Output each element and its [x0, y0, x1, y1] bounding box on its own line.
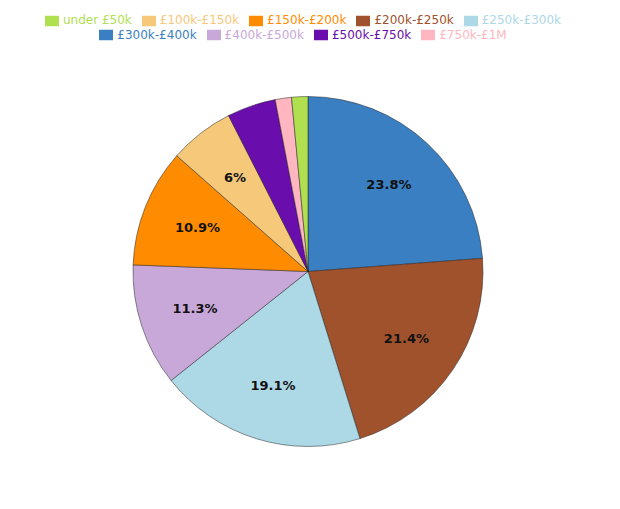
html-text:£750k-£1M: £750k-£1M	[439, 27, 507, 42]
html-text:£250k-£300k: £250k-£300k	[481, 13, 561, 27]
svg-text:10.9%: 10.9%	[175, 220, 220, 235]
html-text:£100k-£150k: £100k-£150k	[159, 13, 240, 27]
html-text:under £50k: under £50k	[63, 13, 132, 27]
html-text:£150k-£200k: £150k-£200k	[267, 13, 347, 27]
html-text:£200k-£250k: £200k-£250k	[374, 13, 454, 27]
svg-text:21.4%: 21.4%	[384, 331, 429, 346]
svg-text:11.3%: 11.3%	[172, 301, 217, 316]
html-text:£500k-£750k: £500k-£750k	[331, 27, 412, 42]
html-text:£400k-£500k: £400k-£500k	[224, 27, 304, 42]
svg-text:6%: 6%	[224, 170, 246, 185]
svg-text:23.8%: 23.8%	[366, 177, 411, 192]
html-text:£300k-£400k: £300k-£400k	[117, 27, 197, 42]
svg-text:19.1%: 19.1%	[250, 378, 295, 393]
